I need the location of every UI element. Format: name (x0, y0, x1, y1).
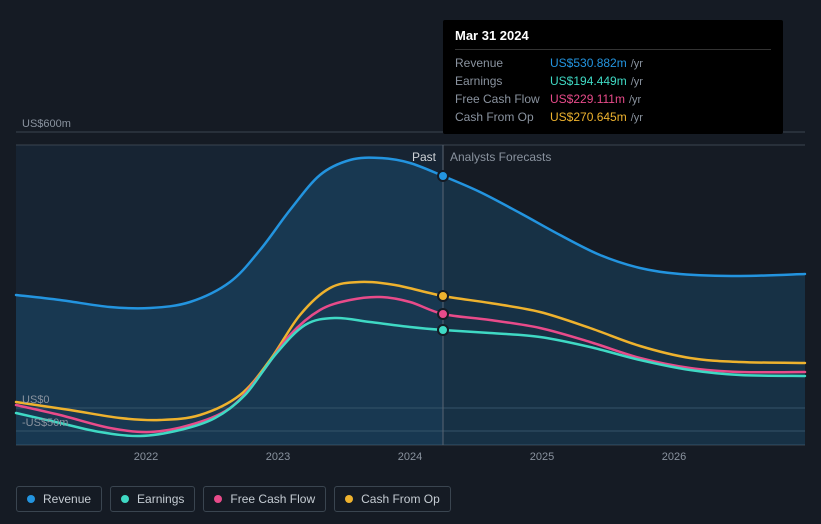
tooltip-row-unit: /yr (631, 112, 643, 124)
y-axis-label: -US$50m (22, 417, 68, 429)
y-axis-label: US$600m (22, 118, 71, 130)
tooltip-row: Free Cash FlowUS$229.111m/yr (455, 90, 771, 108)
x-axis-label: 2024 (398, 451, 422, 463)
legend-label: Revenue (43, 492, 91, 506)
x-axis-label: 2026 (662, 451, 686, 463)
y-axis-label: US$0 (22, 394, 50, 406)
legend-dot-icon (345, 495, 353, 503)
legend-label: Cash From Op (361, 492, 440, 506)
legend-item[interactable]: Cash From Op (334, 486, 451, 512)
legend-item[interactable]: Earnings (110, 486, 195, 512)
tooltip-row: EarningsUS$194.449m/yr (455, 72, 771, 90)
legend-label: Free Cash Flow (230, 492, 315, 506)
tooltip-row-unit: /yr (631, 58, 643, 70)
tooltip-row-label: Free Cash Flow (455, 92, 550, 106)
tooltip-row-value: US$194.449m (550, 74, 627, 88)
legend: Revenue Earnings Free Cash Flow Cash From O… (16, 486, 451, 512)
x-axis-label: 2022 (134, 451, 158, 463)
tooltip-row-unit: /yr (631, 76, 643, 88)
legend-dot-icon (214, 495, 222, 503)
legend-dot-icon (121, 495, 129, 503)
tooltip-row-value: US$530.882m (550, 56, 627, 70)
tooltip-row-value: US$270.645m (550, 110, 627, 124)
tooltip-row-unit: /yr (629, 94, 641, 106)
legend-label: Earnings (137, 492, 184, 506)
legend-item[interactable]: Free Cash Flow (203, 486, 326, 512)
tooltip-title: Mar 31 2024 (455, 28, 771, 50)
legend-item[interactable]: Revenue (16, 486, 102, 512)
x-axis-label: 2023 (266, 451, 290, 463)
tooltip-row-label: Revenue (455, 56, 550, 70)
x-axis-label: 2025 (530, 451, 554, 463)
tooltip-row-label: Cash From Op (455, 110, 550, 124)
tooltip-row-label: Earnings (455, 74, 550, 88)
tooltip-row: RevenueUS$530.882m/yr (455, 54, 771, 72)
region-label-forecast: Analysts Forecasts (450, 150, 551, 164)
tooltip-row-value: US$229.111m (550, 92, 625, 106)
financial-chart: US$600mUS$0-US$50m 20222023202420252026 … (0, 0, 821, 524)
legend-dot-icon (27, 495, 35, 503)
region-label-past: Past (412, 150, 436, 164)
tooltip: Mar 31 2024 RevenueUS$530.882m/yrEarning… (443, 20, 783, 134)
tooltip-row: Cash From OpUS$270.645m/yr (455, 108, 771, 126)
